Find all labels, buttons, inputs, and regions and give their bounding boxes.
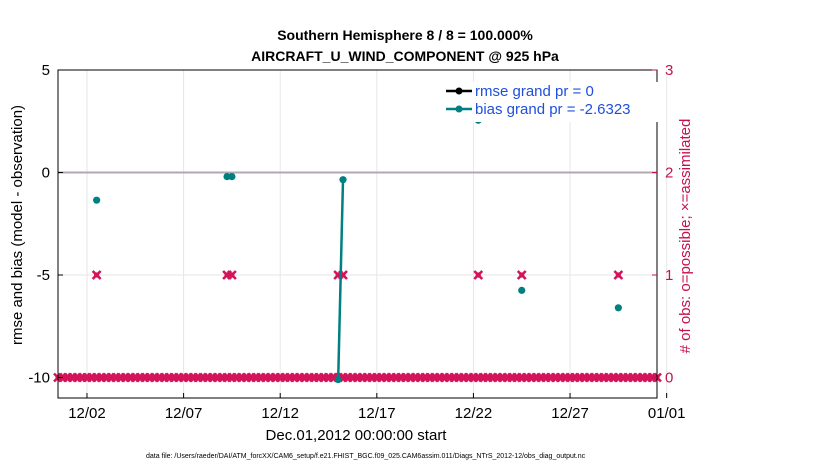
obs-zero-series [53, 372, 662, 383]
y-tick-label: 5 [42, 62, 50, 79]
y-tick-label-right: 0 [665, 370, 673, 387]
legend-bias-marker [455, 105, 463, 113]
x-tick-label: 12/17 [358, 405, 396, 422]
x-tick-label: 01/01 [648, 405, 686, 422]
x-tick-label: 12/02 [68, 405, 106, 422]
obs-possible-marker [516, 270, 527, 280]
chart-title-line2: AIRCRAFT_U_WIND_COMPONENT @ 925 hPa [251, 48, 559, 64]
legend-bias-label: bias grand pr = -2.6323 [475, 101, 631, 118]
y-tick-label: 0 [42, 165, 50, 182]
bias-point [614, 304, 622, 312]
plot-frame [57, 69, 658, 399]
y-tick-label-right: 2 [665, 165, 673, 182]
bias-point [339, 176, 347, 184]
legend: rmse grand pr = 0 bias grand pr = -2.632… [442, 82, 659, 122]
legend-rmse-label: rmse grand pr = 0 [475, 83, 594, 100]
x-axis-label: Dec.01,2012 00:00:00 start [266, 427, 448, 444]
x-tick-label: 12/12 [261, 405, 299, 422]
ticks: 12/02 12/07 12/12 12/17 12/22 12/27 01/01 5 0 -5 -… [28, 62, 685, 422]
y-axis-label: rmse and bias (model - observation) [9, 105, 26, 345]
y-tick-label-right: 3 [665, 62, 673, 79]
bias-point [518, 286, 526, 294]
obs-possible-marker [91, 270, 102, 280]
x-tick-label: 12/27 [551, 405, 589, 422]
obs-possible-marker [613, 270, 624, 280]
obs-possible-series [91, 270, 624, 280]
obs-possible-marker [473, 270, 484, 280]
bias-line-segment [336, 179, 345, 380]
bias-point [334, 375, 342, 384]
bias-series [93, 116, 622, 384]
legend-box [442, 82, 659, 122]
y-tick-label-right: 1 [665, 267, 673, 284]
chart-title-line1: Southern Hemisphere 8 / 8 = 100.000% [277, 27, 533, 43]
x-tick-label: 12/22 [455, 405, 493, 422]
obs-possible-marker [226, 270, 237, 280]
x-tick-label: 12/07 [165, 405, 203, 422]
footer-data-file: data file: /Users/raeder/DAI/ATM_forcXX/… [146, 453, 586, 460]
y-tick-label: -5 [37, 267, 50, 284]
y-tick-label: -10 [28, 370, 50, 387]
y-axis-label-right: # of obs: o=possible; ×=assimilated [677, 119, 694, 354]
bias-point [228, 173, 236, 181]
bias-point [93, 196, 101, 204]
series-layer [53, 116, 662, 384]
legend-rmse-marker [455, 87, 463, 95]
